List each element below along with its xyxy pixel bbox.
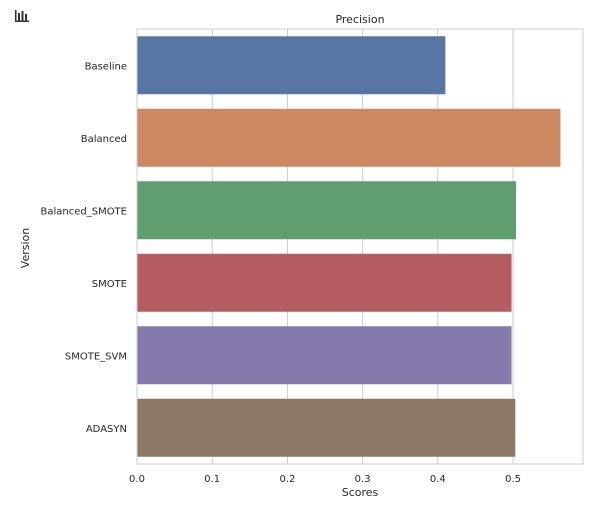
y-tick-label: Balanced	[81, 134, 127, 145]
x-axis-label: Scores	[342, 486, 379, 499]
y-tick-label: Balanced_SMOTE	[40, 206, 127, 217]
y-axis-label: Version	[19, 228, 32, 268]
bar-adasyn	[137, 398, 516, 457]
plot-frame	[136, 28, 584, 465]
bar-baseline	[137, 36, 446, 95]
y-tick-label: SMOTE	[92, 279, 127, 290]
y-tick-label: ADASYN	[86, 424, 127, 435]
bar-smote-svm	[137, 326, 512, 385]
x-tick-label: 0.2	[279, 474, 295, 485]
y-tick-label: Baseline	[85, 61, 127, 72]
x-tick-label: 0.1	[204, 474, 220, 485]
bars	[137, 36, 561, 457]
chart-title: Precision	[335, 13, 384, 26]
bar-chart-icon[interactable]	[14, 8, 32, 24]
x-tick-label: 0.4	[430, 474, 446, 485]
y-tick-label: SMOTE_SVM	[65, 351, 127, 362]
x-tick-label: 0.5	[505, 474, 521, 485]
tick-labels: 0.0 0.1 0.2 0.3 0.4 0.5 Baseline Balanced Balanc…	[40, 61, 521, 485]
x-tick-label: 0.3	[355, 474, 371, 485]
bar-balanced-smote	[137, 181, 517, 240]
bar-smote	[137, 253, 512, 312]
x-tick-label: 0.0	[129, 474, 145, 485]
bar-balanced	[137, 108, 561, 167]
